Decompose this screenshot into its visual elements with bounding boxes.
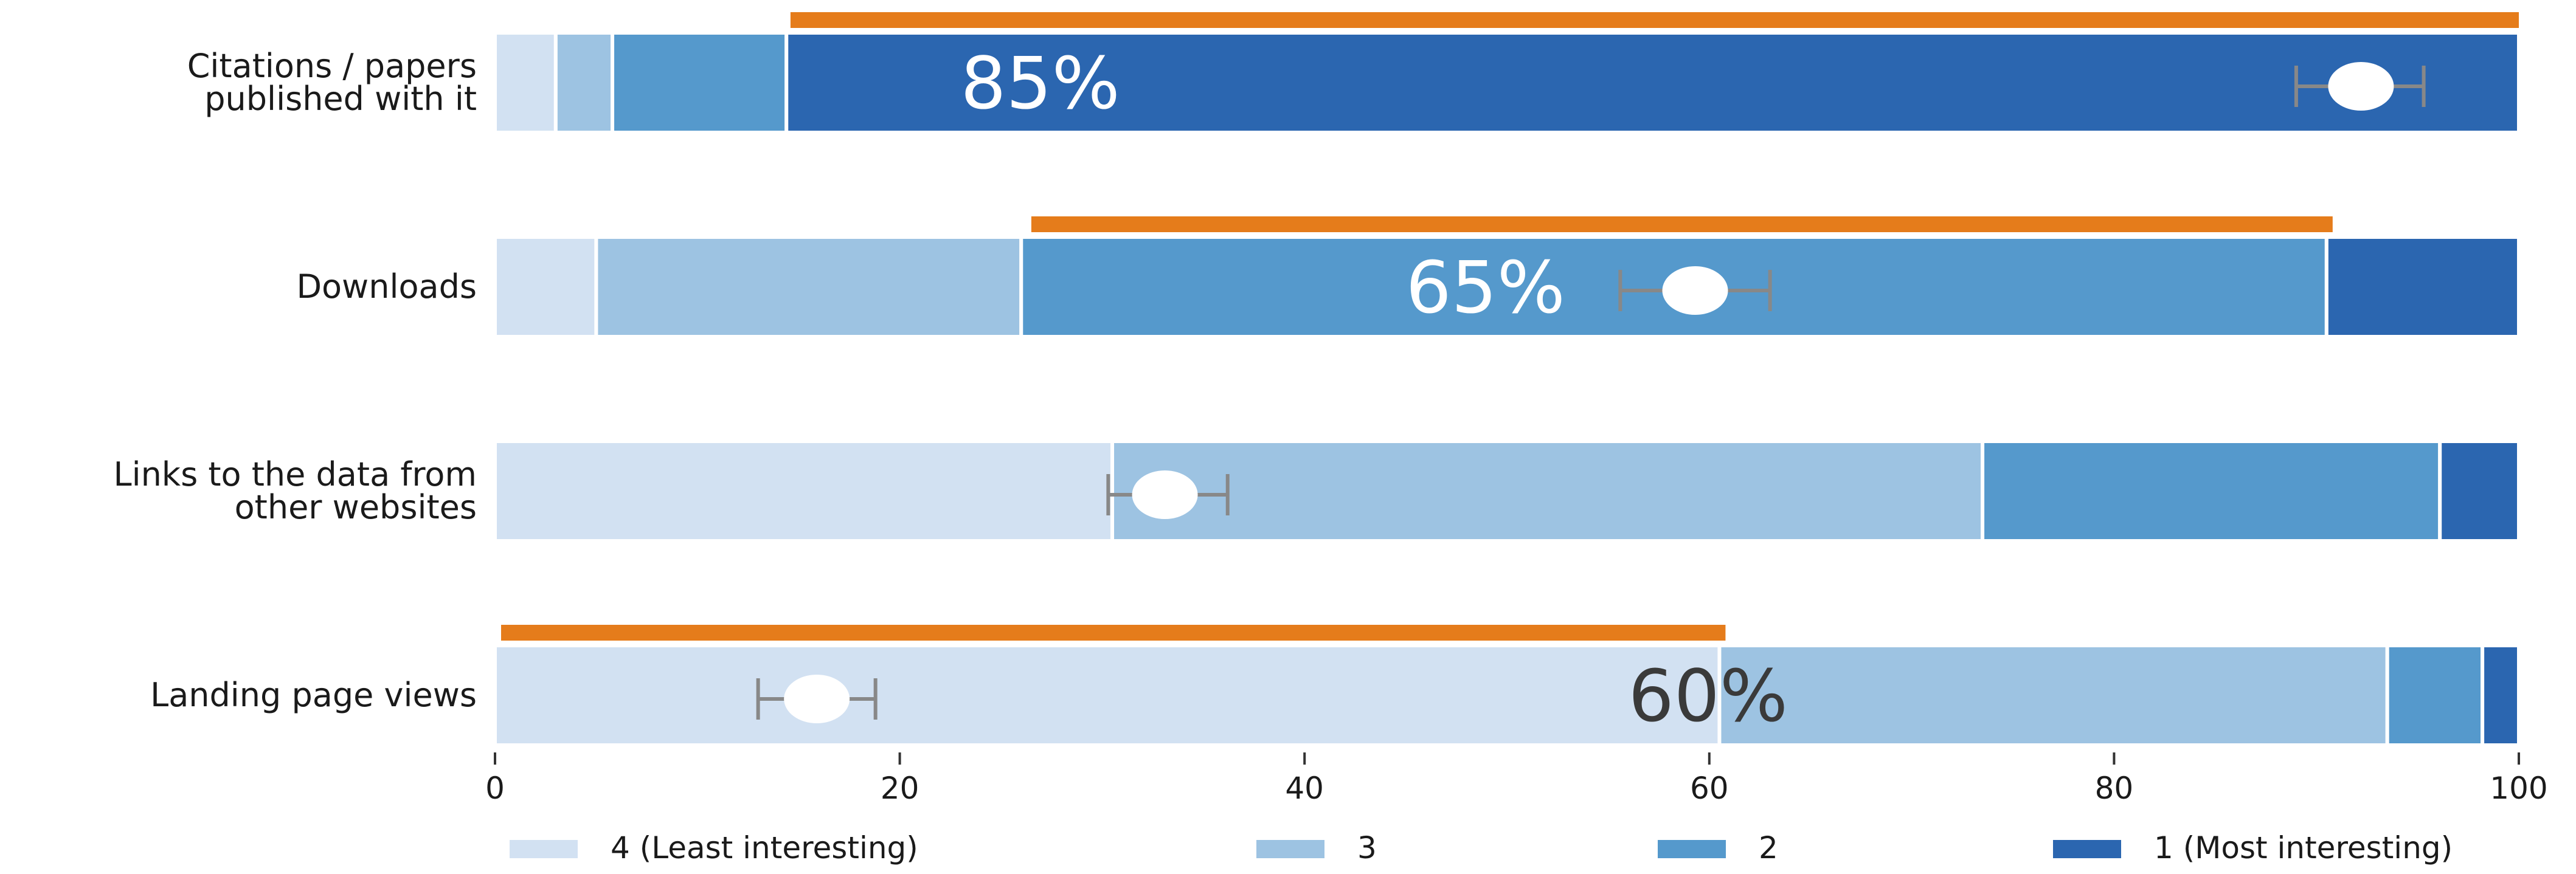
x-tick-label: 60 [1690,771,1729,806]
highlight-bar [1031,216,2333,232]
legend: 4 (Least interesting) 3 2 1 (Most interesti… [510,830,2453,865]
legend-swatch [1256,840,1324,858]
category-label: Links to the data from other websites [113,455,477,526]
x-tick-label: 100 [2490,771,2547,806]
bar-segment [784,31,2521,134]
bar-segment [493,644,1722,747]
percentage-label: 60% [1629,654,1788,738]
mean-markers [756,62,2426,723]
bar-segment [493,439,1115,543]
mean-dot [784,675,850,723]
bar-segment [2385,644,2485,747]
x-tick-label: 40 [1285,771,1324,806]
percentage-label: 85% [960,41,1120,125]
legend-item: 4 (Least interesting) [510,830,918,865]
bar-segment [553,31,615,134]
bar-segment [2438,439,2521,543]
x-tick-label: 20 [881,771,919,806]
mean-marker [2294,62,2426,111]
bar-segment [594,235,1023,339]
mean-marker [1618,266,1772,315]
legend-label: 4 (Least interesting) [611,830,918,865]
bar-segment [611,31,789,134]
bar-segments [493,31,2521,747]
bar-segment [1110,439,1985,543]
mean-dot [1662,266,1728,315]
mean-dot [1132,470,1198,519]
bar-segment [2481,644,2521,747]
category-label: Citations / papers published with it [187,47,477,118]
bar-segment [2324,235,2521,339]
legend-label: 3 [1357,830,1377,865]
highlight-bars [500,12,2519,641]
legend-item: 3 [1256,830,1377,865]
legend-item: 2 [1658,830,1778,865]
legend-label: 2 [1759,830,1778,865]
legend-swatch [2053,840,2121,858]
highlight-bar [500,625,1726,641]
category-labels: Citations / papers published with it Downl… [113,47,477,714]
legend-item: 1 (Most interesting) [2053,830,2453,865]
percentage-labels: 85% 65% 60% [960,41,1788,738]
bar-segment [493,31,558,134]
category-label: Landing page views [150,676,477,714]
bar-segment [1717,644,2389,747]
legend-label: 1 (Most interesting) [2154,830,2453,865]
bar-segment [1981,439,2442,543]
x-tick-label: 80 [2095,771,2134,806]
mean-dot [2328,62,2394,111]
category-label: Downloads [296,267,477,306]
x-axis: 0 20 40 60 80 100 [485,752,2548,806]
mean-marker [1106,470,1230,519]
legend-swatch [1658,840,1726,858]
mean-marker [756,675,878,723]
bar-segment [493,235,598,339]
legend-swatch [510,840,578,858]
percentage-label: 65% [1406,246,1565,329]
x-tick-label: 0 [485,771,505,806]
highlight-bar [790,12,2519,28]
